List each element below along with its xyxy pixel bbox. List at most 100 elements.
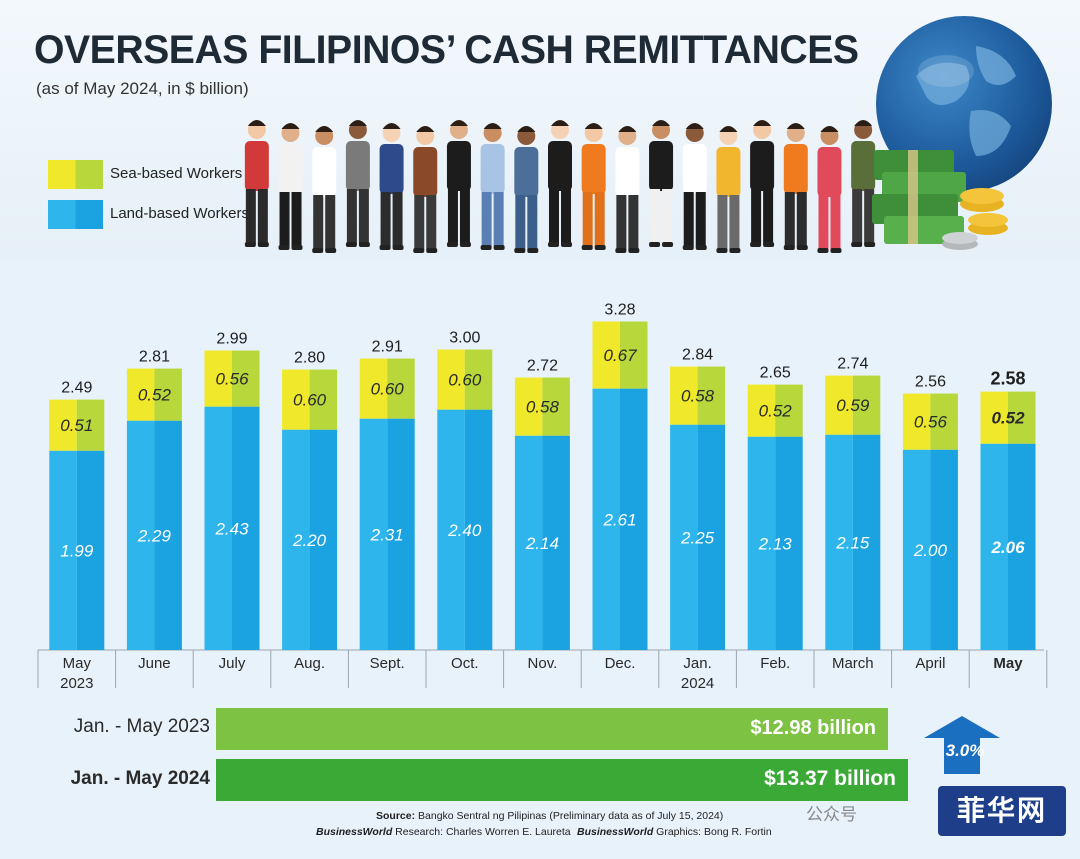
x-tick-label: 2024 <box>681 675 714 692</box>
x-tick-label: May <box>63 655 92 672</box>
graphics-text: Graphics: Bong R. Fortin <box>656 826 772 838</box>
worker-figure <box>649 120 674 247</box>
research-credit: BusinessWorld Research: Charles Worren E… <box>316 826 571 838</box>
worker-figure <box>783 123 808 250</box>
land-value-label: 2.31 <box>370 525 404 544</box>
worker-figure <box>682 123 707 250</box>
sea-bar-left <box>514 377 543 436</box>
land-value-label: 2.15 <box>835 533 870 552</box>
research-text: Research: Charles Worren E. Laureta <box>395 826 571 838</box>
land-bar-right <box>620 388 648 650</box>
graphics-credit: BusinessWorld Graphics: Bong R. Fortin <box>577 826 772 838</box>
sea-bar-left <box>980 391 1008 444</box>
total-value-label: 2.72 <box>527 358 558 375</box>
sea-value-label: 0.60 <box>371 380 405 399</box>
x-tick-label: 2023 <box>60 675 93 692</box>
land-bar-left <box>670 424 698 650</box>
period-value-2023: $12.98 billion <box>750 717 876 739</box>
x-tick-label: Nov. <box>528 655 558 672</box>
period-bar-2024 <box>216 759 908 801</box>
land-bar-left <box>980 443 1008 650</box>
chart-title: OVERSEAS FILIPINOS’ CASH REMITTANCES <box>34 28 859 72</box>
sea-bar-right <box>309 369 338 430</box>
land-bar-left <box>902 449 931 650</box>
sea-value-label: 0.52 <box>759 402 793 421</box>
land-bar-left <box>437 409 465 650</box>
land-bar-right <box>464 409 493 650</box>
source-line: Source: Bangko Sentral ng Pilipinas (Pre… <box>376 810 723 822</box>
land-value-label: 2.43 <box>214 519 249 538</box>
sea-bar-right <box>542 377 570 436</box>
worker-figure <box>581 123 606 250</box>
x-tick-label: Sept. <box>370 655 405 672</box>
sea-bar-right <box>464 349 493 410</box>
land-bar-right <box>775 436 803 650</box>
legend-label-sea: Sea-based Workers <box>110 165 243 182</box>
total-value-label: 3.28 <box>604 302 635 319</box>
chart-subtitle: (as of May 2024, in $ billion) <box>36 79 249 98</box>
sea-value-label: 0.52 <box>138 386 172 405</box>
money-illustration <box>872 150 1008 250</box>
globe-continents <box>916 46 1016 156</box>
worker-figure <box>750 120 775 247</box>
worker-figure <box>446 120 471 247</box>
land-bar-right <box>542 435 570 650</box>
sea-bar-left <box>49 399 77 451</box>
sea-bar-left <box>592 321 620 389</box>
worker-figure <box>413 126 438 253</box>
total-value-label: 2.74 <box>837 356 868 373</box>
sea-bar-right <box>930 393 958 450</box>
sea-value-label: 0.52 <box>991 409 1025 428</box>
worker-figure <box>716 126 741 253</box>
sea-value-label: 0.60 <box>448 371 482 390</box>
land-bar-left <box>514 435 543 650</box>
total-value-label: 2.81 <box>139 349 170 366</box>
land-value-label: 2.06 <box>990 538 1025 557</box>
sea-bar-right <box>775 384 803 437</box>
land-bar-right <box>154 420 182 650</box>
legend-swatch-land <box>48 200 103 229</box>
period-label-2024: Jan. - May 2024 <box>70 768 210 789</box>
legend-label-land: Land-based Workers <box>110 205 249 222</box>
source-text: Bangko Sentral ng Pilipinas (Preliminary… <box>418 810 724 822</box>
land-bar-left <box>747 436 776 650</box>
total-value-label: 2.56 <box>915 374 946 391</box>
sea-bar-left <box>747 384 776 437</box>
graphics-brand: BusinessWorld <box>577 826 654 838</box>
x-tick-label: July <box>219 655 246 672</box>
worker-figure <box>817 126 842 253</box>
land-value-label: 1.99 <box>60 541 94 560</box>
land-bar-right <box>232 406 260 650</box>
land-value-label: 2.61 <box>602 510 636 529</box>
sea-value-label: 0.60 <box>293 391 327 410</box>
land-bar-left <box>204 406 232 650</box>
x-tick-label: April <box>915 655 945 672</box>
sea-value-label: 0.56 <box>215 370 249 389</box>
land-value-label: 2.25 <box>680 528 715 547</box>
total-value-label: 2.49 <box>61 380 92 397</box>
x-tick-label: Feb. <box>760 655 790 672</box>
sea-bar-left <box>204 350 232 407</box>
land-bar-right <box>1008 443 1036 650</box>
land-bar-left <box>592 388 620 650</box>
land-bar-left <box>126 420 155 650</box>
land-bar-right <box>76 450 105 650</box>
sea-bar-right <box>697 366 726 425</box>
land-value-label: 2.20 <box>292 531 327 550</box>
total-value-label: 2.65 <box>760 365 791 382</box>
worker-figure <box>379 123 404 250</box>
land-value-label: 2.29 <box>137 526 172 545</box>
sea-bar-left <box>902 393 931 450</box>
period-bar-2023 <box>216 708 888 750</box>
land-bar-left <box>825 434 853 650</box>
worker-figure <box>480 123 505 250</box>
worker-figure <box>514 126 539 253</box>
land-bar-right <box>697 424 726 650</box>
worker-figure <box>548 120 572 247</box>
growth-arrow-icon <box>924 716 1000 774</box>
sea-bar-right <box>76 399 105 451</box>
sea-bar-left <box>359 358 388 419</box>
worker-figure <box>615 126 640 253</box>
stacked-bar-chart: 1.99 0.51 2.49 May 2023 2.29 0.52 2.81 June 2.43 0… <box>37 302 1048 692</box>
sea-value-label: 0.67 <box>603 346 637 365</box>
